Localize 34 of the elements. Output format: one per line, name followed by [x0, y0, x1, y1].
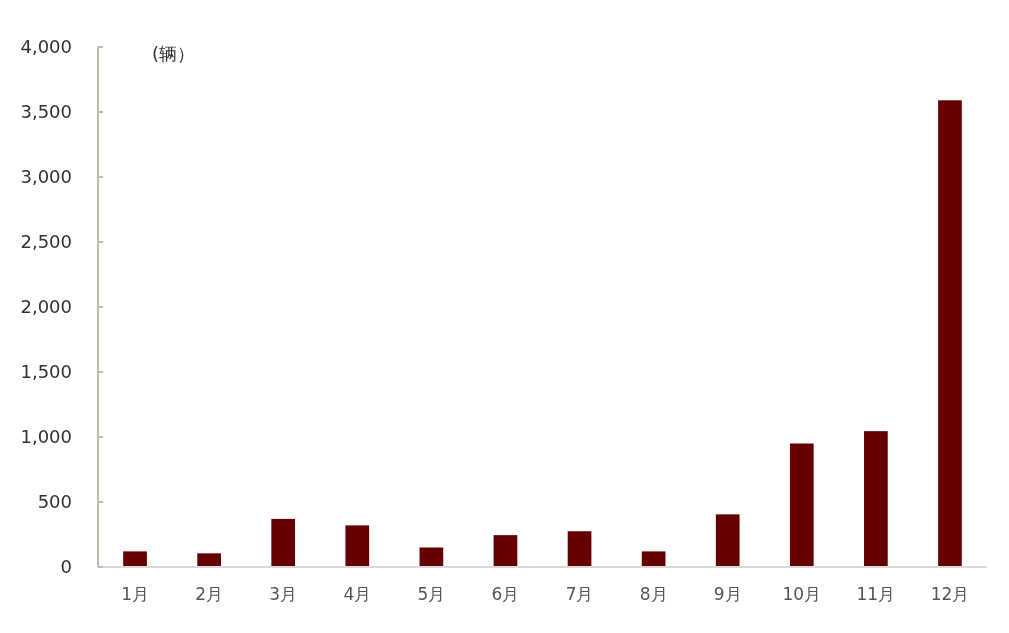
bar [789, 443, 814, 567]
x-tick-label: 9月 [713, 584, 742, 604]
x-tick-label: 12月 [930, 584, 970, 604]
bar [567, 531, 592, 567]
bar [493, 535, 518, 567]
bar [715, 514, 740, 567]
x-tick-label: 11月 [856, 584, 896, 604]
x-tick-label: 2月 [195, 584, 224, 604]
x-tick-label: 10月 [782, 584, 822, 604]
bar [123, 551, 147, 567]
x-tick-label: 7月 [565, 584, 594, 604]
y-tick-label: 3,500 [20, 101, 72, 123]
bar [345, 525, 370, 567]
y-tick-label: 4,000 [20, 36, 72, 58]
y-tick-label: 2,500 [20, 231, 72, 253]
y-tick-label: 500 [37, 491, 72, 513]
bar [864, 431, 888, 567]
x-tick-label: 3月 [269, 584, 298, 604]
y-tick-label: 0 [60, 556, 72, 578]
x-tick-label: 5月 [417, 584, 446, 604]
y-tick-label: 3,000 [20, 166, 72, 188]
bar [197, 553, 221, 567]
x-tick-label: 1月 [121, 584, 149, 604]
x-tick-label: 4月 [343, 584, 372, 604]
bar [271, 518, 296, 567]
bar [419, 547, 444, 567]
y-axis-title: (辆） [152, 43, 196, 64]
x-tick-label: 8月 [639, 584, 668, 604]
y-tick-label: 2,000 [20, 296, 72, 318]
bar [641, 551, 666, 567]
x-tick-label: 6月 [491, 584, 520, 604]
y-tick-label: 1,500 [20, 361, 72, 383]
bar [938, 100, 962, 567]
y-tick-label: 1,000 [20, 426, 72, 448]
